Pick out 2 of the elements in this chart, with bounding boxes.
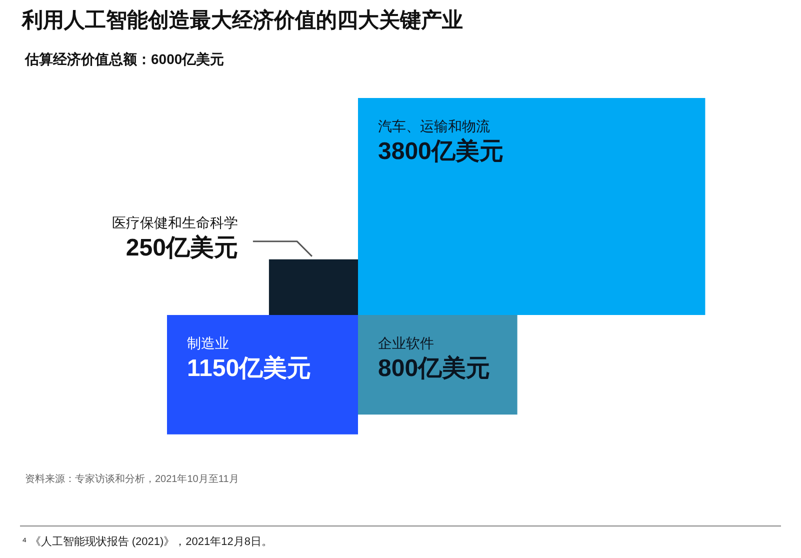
- title: 利用人工智能创造最大经济价值的四大关键产业: [22, 9, 463, 32]
- subtitle: 估算经济价值总额：6000亿美元: [25, 51, 224, 67]
